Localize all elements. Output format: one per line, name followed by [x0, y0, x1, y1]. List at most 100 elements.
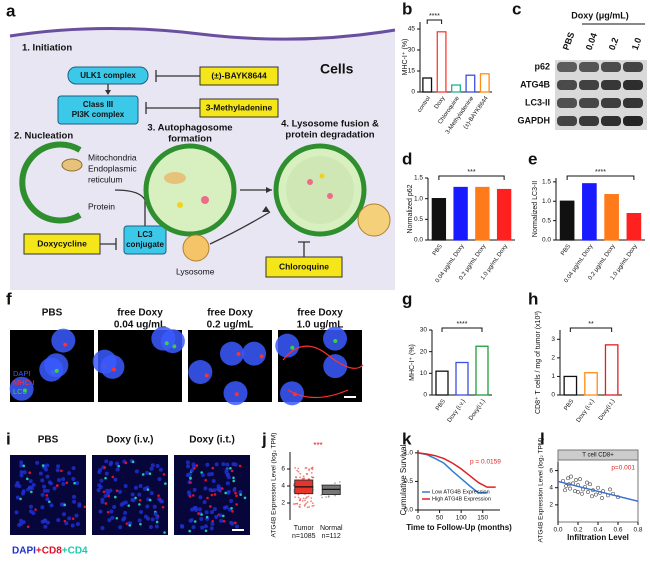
stain-spot	[188, 529, 191, 533]
stain-spot	[229, 466, 232, 470]
nucleus	[75, 522, 80, 527]
lysosome	[182, 234, 210, 262]
stain-spot	[30, 490, 33, 494]
significance-bracket	[569, 327, 613, 332]
y-tick-label: 0	[423, 392, 427, 399]
nucleus	[97, 470, 102, 475]
nucleus	[226, 490, 231, 495]
step-label: 1. Initiation	[22, 43, 72, 54]
stain-spot	[231, 510, 234, 513]
stain-spot	[141, 473, 145, 476]
lane-label: PBS	[561, 31, 577, 52]
nucleus	[77, 503, 82, 508]
nucleus	[158, 467, 163, 472]
stain-spot	[232, 479, 236, 483]
stain-spot	[162, 473, 166, 476]
bar	[436, 31, 447, 93]
y-tick-label: 0.5	[414, 216, 423, 223]
stain-spot	[243, 496, 247, 500]
nucleus	[40, 478, 45, 483]
nucleus	[35, 460, 40, 465]
panel-letter: e	[528, 149, 537, 168]
jitter	[294, 466, 296, 469]
stain-label: LC3	[13, 387, 27, 396]
y-axis-label: Normalized LC3-II	[532, 181, 539, 237]
stain-spot	[41, 464, 45, 467]
lane-label: 0.2	[607, 36, 621, 51]
stain-spot	[200, 513, 203, 516]
bar	[475, 345, 489, 396]
stain-spot	[102, 490, 106, 494]
box-label: LC3	[137, 230, 153, 239]
protein	[307, 179, 313, 185]
stain-spot	[60, 469, 63, 473]
image-title: 1.0 ug/mL	[297, 320, 344, 331]
stain-spot	[63, 503, 67, 507]
protein	[319, 173, 325, 179]
jitter	[297, 467, 300, 470]
nucleus	[138, 483, 143, 488]
blot-band	[623, 80, 643, 90]
nucleus	[42, 484, 47, 489]
nucleus	[71, 466, 76, 471]
x-tick-label: PBS	[435, 399, 447, 412]
nucleus	[221, 462, 226, 467]
stain-spot	[224, 491, 227, 495]
bar	[453, 186, 468, 241]
point	[608, 487, 612, 492]
point	[574, 478, 578, 482]
y-tick-label: 0.5	[542, 217, 551, 224]
jitter	[307, 495, 310, 498]
stain-spot	[172, 344, 177, 349]
stain-spot	[221, 514, 225, 518]
x-tick-label: Tumor	[294, 525, 315, 532]
blot-band	[601, 98, 621, 108]
nucleus	[104, 471, 109, 476]
nucleus	[130, 497, 135, 502]
nucleus	[203, 524, 208, 529]
nucleus	[219, 518, 224, 523]
stain-spot	[134, 496, 137, 500]
x-tick-label: 150	[477, 515, 488, 522]
bar	[465, 74, 476, 93]
stain-spot	[290, 345, 295, 350]
nucleus	[19, 463, 24, 468]
nucleus	[47, 480, 52, 485]
y-tick-label: 1.0	[414, 195, 423, 202]
jitter	[305, 466, 308, 469]
stain-spot	[197, 512, 200, 515]
panel-letter: k	[402, 429, 412, 448]
nucleus	[123, 484, 128, 489]
nucleus	[205, 462, 210, 467]
stain-spot	[239, 493, 242, 496]
nucleus	[71, 476, 76, 481]
stain-spot	[138, 499, 142, 502]
nucleus	[9, 376, 34, 401]
nucleus	[233, 462, 238, 467]
annotation: p = 0.0159	[470, 459, 501, 466]
stain-spot	[115, 516, 119, 520]
stain-spot	[54, 368, 59, 373]
nucleus	[96, 488, 101, 493]
stain-spot	[56, 484, 59, 487]
stain-spot	[204, 478, 208, 482]
jitter	[310, 500, 312, 503]
significance-bracket	[566, 175, 635, 180]
x-tick-label: 0.8	[633, 527, 642, 534]
y-tick-label: 0.5	[404, 478, 413, 485]
bar	[563, 375, 578, 396]
nucleus	[200, 472, 205, 477]
bar	[422, 77, 433, 93]
image-title: 0.2 ug/mL	[207, 320, 254, 331]
x-tick-label: 50	[436, 515, 444, 522]
blot-band	[601, 116, 621, 126]
fit-line	[557, 480, 639, 502]
nucleus	[100, 497, 105, 502]
nucleus	[232, 488, 237, 493]
nucleus	[70, 523, 75, 528]
x-tick-label: 0.0	[553, 527, 562, 534]
nucleus	[229, 498, 234, 503]
blot-band	[557, 62, 577, 72]
box-label: conjugate	[126, 240, 164, 249]
blot-band	[557, 116, 577, 126]
